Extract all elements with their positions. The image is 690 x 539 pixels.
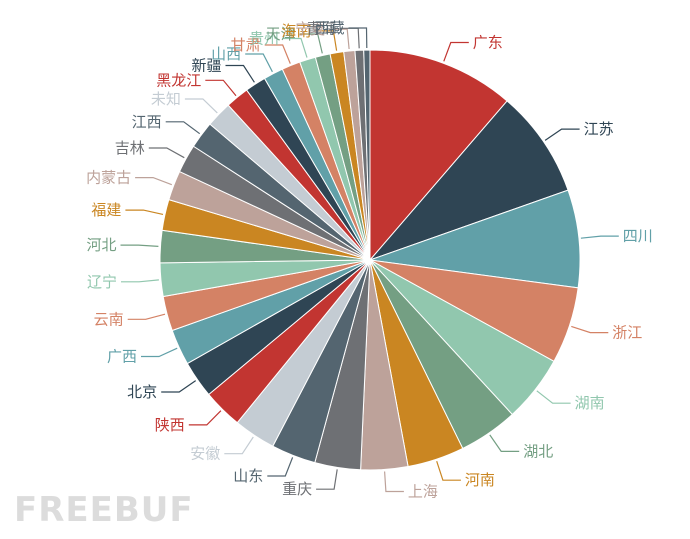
slice-label-26: 甘肃 bbox=[231, 36, 261, 54]
leader-line-32 bbox=[348, 27, 368, 49]
slice-label-18: 福建 bbox=[91, 201, 121, 219]
slice-label-28: 天津 bbox=[266, 25, 296, 43]
leader-line-19 bbox=[135, 177, 173, 186]
leader-line-8 bbox=[384, 471, 404, 493]
leader-line-21 bbox=[165, 121, 201, 135]
leader-line-20 bbox=[148, 147, 185, 159]
pie-slices bbox=[159, 49, 581, 471]
slice-label-15: 云南 bbox=[94, 310, 124, 328]
leader-line-30 bbox=[329, 28, 350, 50]
slice-label-13: 北京 bbox=[127, 383, 157, 401]
pie-slice-2[interactable] bbox=[368, 100, 569, 262]
slice-label-11: 安徽 bbox=[190, 445, 220, 463]
slice-label-5: 湖南 bbox=[575, 394, 605, 412]
slice-label-25: 山西 bbox=[211, 45, 241, 63]
leader-line-24 bbox=[225, 64, 255, 83]
leader-line-1 bbox=[443, 41, 469, 62]
leader-line-13 bbox=[161, 380, 197, 393]
slice-label-12: 陕西 bbox=[155, 416, 185, 434]
slice-label-1: 广东 bbox=[473, 34, 503, 52]
leader-line-17 bbox=[120, 244, 159, 247]
slice-label-29: 海南 bbox=[281, 22, 311, 40]
leader-line-27 bbox=[283, 37, 308, 58]
slice-label-16: 辽宁 bbox=[87, 273, 117, 291]
slice-label-20: 吉林 bbox=[115, 139, 145, 157]
leader-line-23 bbox=[205, 79, 237, 97]
pie-slice-1[interactable] bbox=[369, 49, 508, 262]
pie-slice-3[interactable] bbox=[369, 189, 581, 289]
leader-line-26 bbox=[264, 44, 291, 64]
leader-line-15 bbox=[127, 313, 166, 320]
slice-label-4: 浙江 bbox=[612, 324, 642, 342]
leader-line-7 bbox=[436, 461, 461, 481]
leader-line-11 bbox=[224, 436, 254, 455]
slice-label-22: 未知 bbox=[151, 90, 181, 108]
slice-label-14: 广西 bbox=[107, 348, 137, 366]
leader-line-5 bbox=[536, 390, 571, 404]
leader-line-16 bbox=[121, 279, 159, 283]
leader-line-29 bbox=[315, 30, 338, 51]
pie-slice-32[interactable] bbox=[363, 49, 371, 261]
slice-label-31: 青海 bbox=[306, 19, 336, 37]
leader-line-10 bbox=[267, 457, 294, 477]
slice-label-21: 江西 bbox=[132, 113, 162, 131]
slice-label-24: 新疆 bbox=[191, 57, 221, 75]
slice-label-3: 四川 bbox=[623, 227, 653, 245]
leader-line-6 bbox=[489, 434, 520, 452]
leader-line-18 bbox=[125, 209, 164, 215]
slice-label-10: 山东 bbox=[233, 467, 263, 485]
leader-line-25 bbox=[245, 53, 273, 73]
slice-label-32: 西藏 bbox=[314, 19, 344, 37]
slice-label-27: 贵州 bbox=[249, 30, 279, 48]
leader-line-3 bbox=[580, 235, 619, 239]
slice-label-23: 黑龙江 bbox=[156, 71, 201, 89]
slice-label-6: 湖北 bbox=[523, 442, 553, 460]
watermark: FREEBUF bbox=[14, 490, 194, 530]
leader-line-4 bbox=[571, 325, 609, 334]
leader-line-9 bbox=[316, 469, 338, 490]
slice-label-17: 河北 bbox=[86, 236, 116, 254]
slice-label-19: 内蒙古 bbox=[86, 169, 131, 187]
slice-label-30: 宁夏 bbox=[295, 20, 325, 38]
leader-line-14 bbox=[141, 347, 178, 358]
slice-label-7: 河南 bbox=[465, 471, 495, 489]
leader-line-12 bbox=[188, 410, 222, 426]
leader-line-22 bbox=[184, 98, 218, 114]
leader-lines bbox=[120, 27, 619, 493]
slice-label-8: 上海 bbox=[408, 483, 438, 501]
slice-label-2: 江苏 bbox=[584, 120, 614, 138]
leader-line-2 bbox=[544, 128, 580, 141]
slice-label-9: 重庆 bbox=[282, 480, 312, 498]
leader-line-28 bbox=[299, 33, 323, 54]
